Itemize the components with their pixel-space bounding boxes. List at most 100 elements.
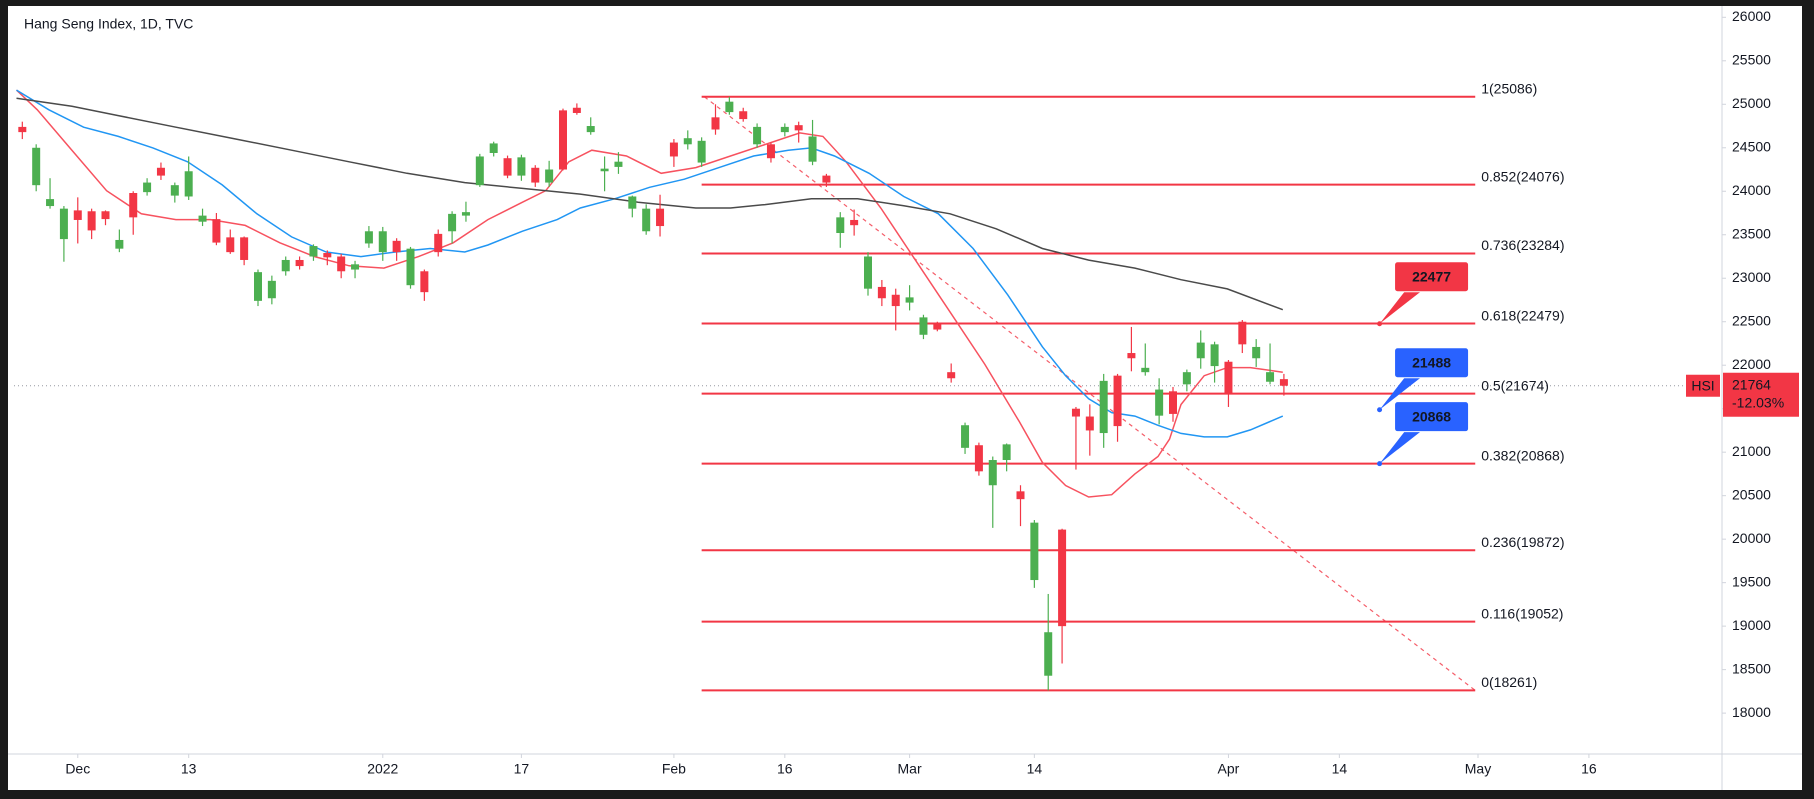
candle-body bbox=[1210, 344, 1219, 367]
candle-body bbox=[295, 259, 304, 267]
candle-body bbox=[974, 445, 983, 472]
candle-body bbox=[697, 140, 706, 163]
candle-body bbox=[600, 168, 609, 172]
callout-box bbox=[1394, 401, 1470, 433]
candle-body bbox=[1182, 372, 1191, 385]
candle-body bbox=[212, 219, 221, 243]
callout-pointer bbox=[1379, 291, 1421, 324]
candle-body bbox=[364, 231, 373, 244]
candle-body bbox=[822, 175, 831, 183]
candle-body bbox=[489, 143, 498, 153]
candle-body bbox=[448, 213, 457, 232]
candle-body bbox=[1169, 391, 1177, 414]
y-tick-label: 19000 bbox=[1732, 617, 1771, 633]
candle-body bbox=[378, 231, 387, 253]
candle-body bbox=[434, 233, 443, 253]
candle-body bbox=[753, 126, 762, 145]
callout-label: 21488 bbox=[1412, 354, 1451, 370]
y-tick-label: 22500 bbox=[1732, 312, 1771, 328]
last-price-tag bbox=[1723, 372, 1799, 417]
x-tick-label: 17 bbox=[514, 761, 530, 777]
candle-body bbox=[503, 158, 512, 176]
callout-point bbox=[1377, 321, 1383, 327]
candle-body bbox=[850, 219, 859, 226]
candle-body bbox=[1224, 361, 1233, 394]
candle-body bbox=[1058, 529, 1067, 627]
x-tick-label: 14 bbox=[1332, 761, 1348, 777]
candle-body bbox=[170, 185, 179, 196]
candle-body bbox=[919, 317, 928, 335]
candle-body bbox=[198, 215, 207, 222]
candle-body bbox=[18, 126, 27, 133]
candle-body bbox=[1030, 522, 1039, 581]
y-tick-label: 23000 bbox=[1732, 269, 1771, 285]
moving-average-line bbox=[16, 97, 1284, 311]
chart-title: Hang Seng Index, 1D, TVC bbox=[24, 16, 193, 32]
candle-body bbox=[323, 253, 332, 258]
candle-body bbox=[877, 286, 886, 299]
x-tick-label: May bbox=[1465, 761, 1491, 777]
candle-body bbox=[559, 110, 567, 170]
candle-body bbox=[711, 117, 720, 130]
candle-body bbox=[406, 248, 415, 286]
trendline bbox=[704, 96, 1476, 691]
change-label: -12.03% bbox=[1732, 394, 1784, 410]
candle-body bbox=[780, 126, 789, 133]
candle-body bbox=[794, 125, 803, 131]
candle-body bbox=[281, 259, 290, 272]
candle-body bbox=[1155, 389, 1164, 416]
candle-body bbox=[32, 147, 41, 186]
candle-body bbox=[226, 237, 235, 253]
candle-body bbox=[184, 171, 193, 197]
candle-body bbox=[351, 264, 360, 270]
candle-body bbox=[420, 271, 429, 293]
candle-body bbox=[1266, 372, 1275, 382]
y-tick-label: 18000 bbox=[1732, 704, 1771, 720]
candle-body bbox=[669, 142, 678, 157]
y-tick-label: 24000 bbox=[1732, 182, 1771, 198]
y-tick-label: 19500 bbox=[1732, 573, 1771, 589]
y-tick-label: 25000 bbox=[1732, 95, 1771, 111]
callout-pointer bbox=[1379, 377, 1421, 410]
x-tick-label: 2022 bbox=[367, 761, 398, 777]
y-tick-label: 20000 bbox=[1732, 530, 1771, 546]
candle-body bbox=[1016, 491, 1025, 500]
candle-body bbox=[1085, 416, 1094, 431]
candle-body bbox=[475, 156, 484, 186]
candle-body bbox=[337, 256, 346, 272]
fib-label: 0.116(19052) bbox=[1481, 605, 1563, 621]
y-tick-label: 20500 bbox=[1732, 486, 1771, 502]
candle-body bbox=[614, 161, 623, 167]
candle-body bbox=[1279, 379, 1288, 386]
fib-label: 0.618(22479) bbox=[1481, 307, 1564, 323]
candle-body bbox=[808, 136, 817, 162]
y-tick-label: 26000 bbox=[1732, 8, 1771, 24]
x-tick-label: Mar bbox=[898, 761, 922, 777]
candle-body bbox=[156, 167, 165, 176]
candle-body bbox=[864, 256, 872, 289]
candle-body bbox=[947, 372, 956, 379]
candle-body bbox=[1238, 321, 1247, 345]
candle-body bbox=[1099, 380, 1108, 434]
y-tick-label: 18500 bbox=[1732, 660, 1771, 676]
moving-average-line bbox=[15, 89, 1283, 498]
candle-body bbox=[891, 294, 900, 307]
candle-body bbox=[517, 157, 526, 176]
fib-label: 0.382(20868) bbox=[1481, 447, 1564, 463]
y-tick-label: 23500 bbox=[1732, 225, 1771, 241]
callout-box bbox=[1394, 261, 1470, 293]
candle-body bbox=[531, 167, 540, 183]
plot-area bbox=[14, 89, 1722, 692]
candle-body bbox=[586, 126, 595, 133]
candle-body bbox=[933, 323, 942, 330]
candle-body bbox=[392, 240, 401, 253]
candle-body bbox=[1071, 408, 1080, 417]
candle-body bbox=[642, 208, 651, 232]
candle-body bbox=[1196, 342, 1205, 359]
y-tick-label: 25500 bbox=[1732, 51, 1771, 67]
fib-label: 0(18261) bbox=[1481, 674, 1537, 690]
callout-label: 22477 bbox=[1412, 268, 1451, 284]
x-tick-label: 14 bbox=[1027, 761, 1043, 777]
